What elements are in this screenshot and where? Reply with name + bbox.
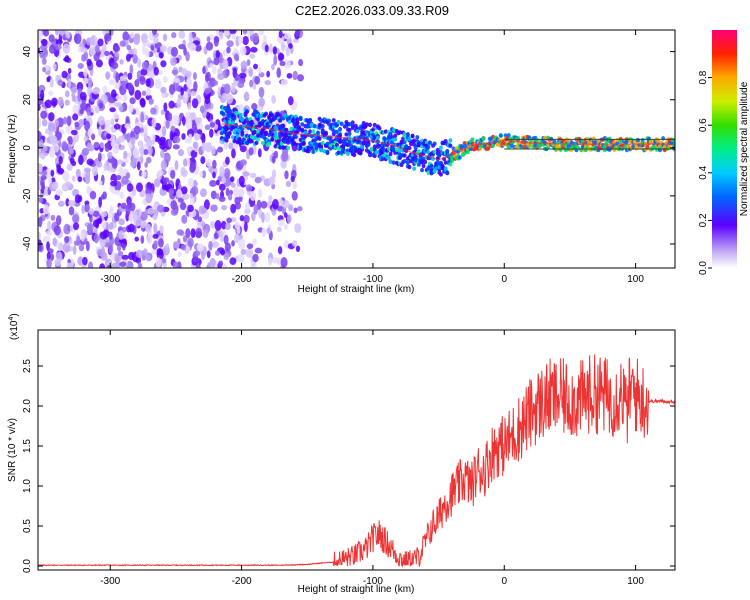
spectrogram-x-tick-label: -200 — [232, 274, 252, 285]
spectrogram-x-tick-label: -100 — [363, 274, 383, 285]
snr-panel: -300 -200 -100 0 100 0.0 0.5 1.0 1.5 2.0 2.5 Heigh… — [7, 313, 676, 595]
spectrogram-x-tick-label: 0 — [501, 274, 507, 285]
spectrogram-y-tick-label: 0 — [22, 145, 33, 151]
figure-title: C2E2.2026.033.09.33.R09 — [295, 3, 449, 18]
colorbar-tick-label: 0.2 — [698, 213, 709, 227]
snr-x-tick-label: 0 — [501, 576, 507, 587]
snr-scale-base: (x10 — [9, 320, 20, 340]
snr-x-tick-label: -300 — [100, 576, 120, 587]
snr-y-tick-label: 2.5 — [22, 359, 33, 373]
snr-x-axis-title: Height of straight line (km) — [298, 584, 415, 595]
colorbar-label: Normalized spectral amplitude — [739, 81, 750, 216]
snr-y-axis-title: SNR (10 * v/v) — [7, 418, 18, 482]
colorbar-tick-label: 0.8 — [698, 70, 709, 84]
spectrogram-y-axis-title: Frequency (Hz) — [7, 115, 18, 184]
snr-y-tick-label: 2.0 — [22, 399, 33, 413]
colorbar: 0.0 0.2 0.4 0.6 0.8 Normalized spectral ampl… — [698, 30, 750, 275]
spectrogram-y-tick-label: -40 — [22, 236, 33, 251]
snr-scale-label: (x104) — [8, 313, 20, 340]
snr-y-tick-label: 1.5 — [22, 439, 33, 453]
snr-frame — [37, 329, 676, 571]
colorbar-gradient — [712, 30, 737, 268]
spectral-ridge-line — [221, 123, 675, 161]
snr-y-tick-label: 0.5 — [22, 519, 33, 533]
spectrogram-x-tick-label: 100 — [627, 274, 644, 285]
colorbar-tick-label: 0.0 — [698, 261, 709, 275]
spectrogram-plot-area — [38, 30, 675, 268]
svg-text:(x104): (x104) — [8, 313, 20, 340]
spectrogram-cells — [38, 30, 675, 268]
spectrogram-x-tick-label: -300 — [100, 274, 120, 285]
snr-y-tick-label: 0.0 — [22, 559, 33, 573]
colorbar-ticks: 0.0 0.2 0.4 0.6 0.8 — [698, 70, 712, 275]
snr-plot-area — [37, 354, 676, 568]
snr-x-tick-label: -100 — [363, 576, 383, 587]
spectrogram-y-tick-label: 40 — [22, 46, 33, 58]
spectrogram-y-tick-label: -20 — [22, 188, 33, 203]
snr-scale-exponent: 4 — [8, 317, 15, 321]
spectrogram-frame — [37, 29, 676, 269]
snr-x-tick-label: 100 — [627, 576, 644, 587]
colorbar-tick-label: 0.4 — [698, 165, 709, 179]
snr-series-line — [38, 354, 675, 568]
snr-x-tick-label: -200 — [232, 576, 252, 587]
spectrogram-y-tick-label: 20 — [22, 94, 33, 106]
spectrogram-x-axis-title: Height of straight line (km) — [298, 284, 415, 295]
snr-ticks: -300 -200 -100 0 100 0.0 0.5 1.0 1.5 2.0 2.5 — [22, 330, 675, 587]
snr-y-tick-label: 1.0 — [22, 479, 33, 493]
colorbar-tick-label: 0.6 — [698, 118, 709, 132]
